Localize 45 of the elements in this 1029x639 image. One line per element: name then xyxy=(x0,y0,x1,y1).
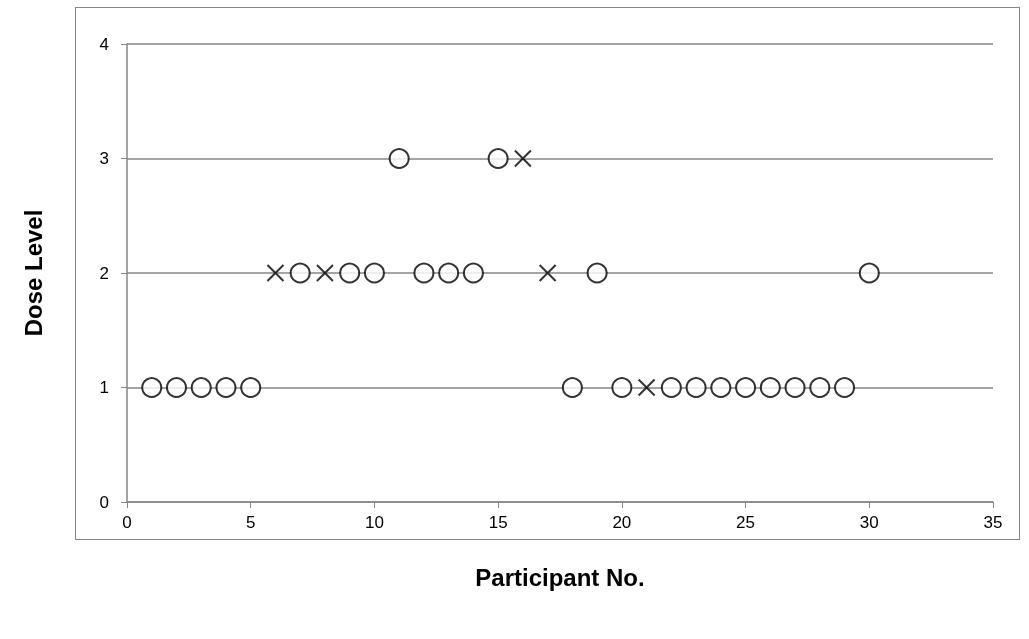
point xyxy=(487,148,509,169)
point xyxy=(266,264,285,282)
y-axis-title: Dose Level xyxy=(19,209,47,337)
point xyxy=(586,262,608,284)
point xyxy=(611,377,633,398)
y-tick-label: 1 xyxy=(99,378,109,397)
point xyxy=(809,377,831,398)
x-tick-label: 20 xyxy=(612,513,632,532)
point xyxy=(759,377,781,398)
point xyxy=(315,264,334,282)
point xyxy=(834,377,856,398)
x-axis-title: Participant No. xyxy=(475,563,645,591)
y-tick-label: 2 xyxy=(99,263,109,283)
point xyxy=(438,262,460,284)
x-tick-label: 35 xyxy=(983,513,1003,532)
point xyxy=(215,377,237,398)
point xyxy=(513,149,532,168)
x-tick-label: 15 xyxy=(488,513,508,532)
point xyxy=(561,377,583,398)
point xyxy=(735,377,757,398)
point xyxy=(363,262,385,284)
point xyxy=(858,262,880,284)
point xyxy=(339,262,361,284)
y-tick-label: 4 xyxy=(99,34,109,54)
x-tick-label: 25 xyxy=(736,513,756,532)
y-tick-label: 3 xyxy=(99,149,109,168)
x-tick-label: 0 xyxy=(122,513,132,532)
point xyxy=(685,377,707,398)
point xyxy=(637,378,656,397)
x-tick-label: 10 xyxy=(364,513,384,532)
point xyxy=(388,148,410,169)
point xyxy=(289,262,311,284)
point xyxy=(784,377,806,398)
point xyxy=(166,377,187,398)
x-tick-label: 5 xyxy=(245,513,256,532)
point xyxy=(710,377,732,398)
point xyxy=(462,262,484,284)
point xyxy=(141,377,163,398)
point xyxy=(240,377,262,398)
x-tick-label: 30 xyxy=(859,513,879,532)
point xyxy=(660,377,682,398)
y-tick-label: 0 xyxy=(99,492,109,512)
point xyxy=(538,264,557,282)
point xyxy=(190,377,212,398)
point xyxy=(413,262,435,284)
